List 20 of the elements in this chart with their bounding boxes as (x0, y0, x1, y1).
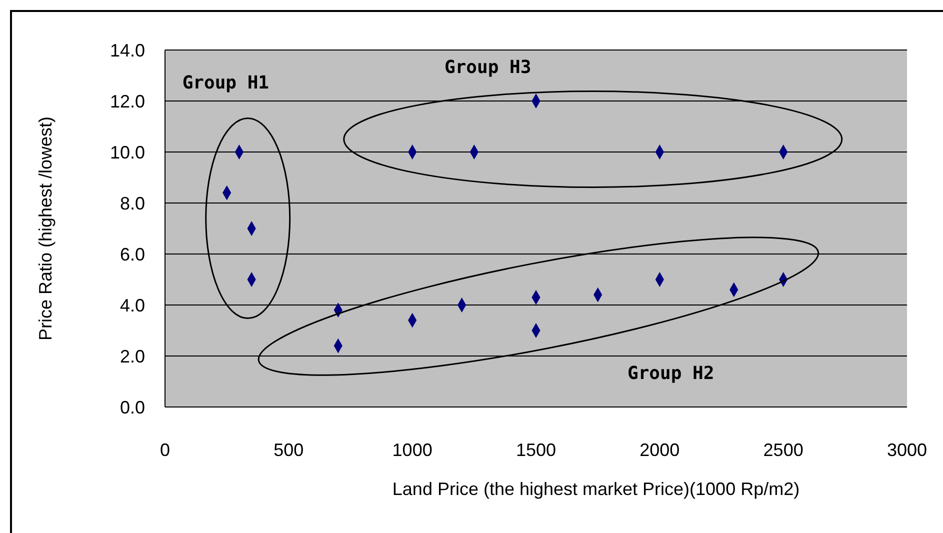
annotation: Group H3 (444, 56, 532, 78)
annotation: Group H2 (628, 362, 714, 384)
x-tick-label: 1500 (516, 440, 556, 460)
x-tick-label: 2000 (640, 440, 680, 460)
y-tick-label: 12.0 (110, 91, 145, 112)
annotation: Group H1 (182, 72, 270, 94)
x-axis-title: Land Price (the highest market Price)(1000 Rp/m2) (392, 479, 800, 499)
y-tick-label: 2.0 (120, 346, 145, 366)
y-tick-label: 8.0 (120, 193, 145, 214)
y-axis-title: Price Ratio (highest /lowest) (35, 116, 56, 341)
y-tick-label: 10.0 (110, 142, 145, 162)
x-tick-label: 0 (160, 440, 170, 460)
x-tick-label: 500 (274, 440, 304, 460)
y-tick-label: 0.0 (120, 397, 145, 418)
y-tick-label: 14.0 (110, 40, 145, 60)
x-tick-label: 3000 (886, 440, 928, 460)
y-tick-label: 6.0 (120, 244, 145, 264)
y-tick-label: 4.0 (120, 295, 145, 316)
x-tick-label: 1000 (392, 440, 432, 460)
x-tick-label: 2500 (763, 440, 804, 460)
